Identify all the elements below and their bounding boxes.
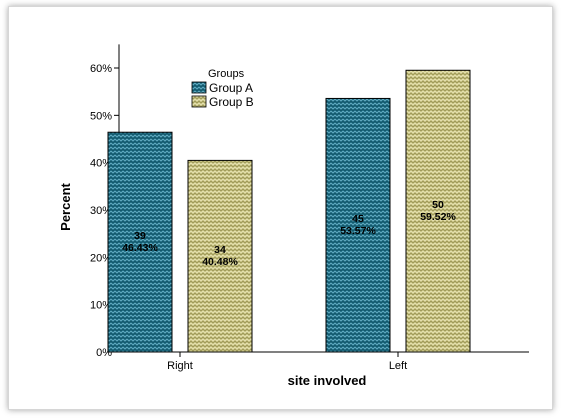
bar-count-label: 50 [432,199,444,211]
bar-count-label: 34 [214,244,226,256]
legend-title: Groups [208,68,245,80]
y-tick-label: 20% [90,252,112,264]
bar-group-b-right [187,159,253,353]
x-tick-label-right: Right [167,360,193,372]
bars-group [107,69,471,353]
y-tick-label: 60% [90,63,112,75]
bar-percent-label: 46.43% [122,242,158,254]
x-axis-title: site involved [288,373,367,388]
y-tick-label: 30% [90,205,112,217]
bar-group-b-left [405,69,471,353]
y-tick-label: 40% [90,158,112,170]
legend-swatch-group-b [191,95,207,108]
y-tick-label: 50% [90,110,112,122]
axes: 0%10%20%30%40%50%60%Right Left [90,44,529,372]
bar-count-label: 45 [352,213,364,225]
bar-group-a-right [107,131,173,353]
legend-swatch-group-a [191,81,207,94]
bar-count-label: 39 [134,230,146,242]
legend-label-group-b: Group B [209,95,254,109]
legend-label-group-a: Group A [209,81,253,95]
chart-frame: 0% 10% 20% 30% 40% 50% 60% Right Left 39 46.43% 34… [8,6,553,410]
y-tick-label: 10% [90,300,112,312]
bar-percent-label: 59.52% [420,211,456,223]
legend: Groups Group A Group B [191,68,254,109]
bar-percent-label: 53.57% [340,225,376,237]
y-axis-title: Percent [58,182,73,230]
x-tick-label-left: Left [389,360,407,372]
bar-percent-label: 40.48% [202,256,238,268]
bar-group-a-left [325,97,391,353]
